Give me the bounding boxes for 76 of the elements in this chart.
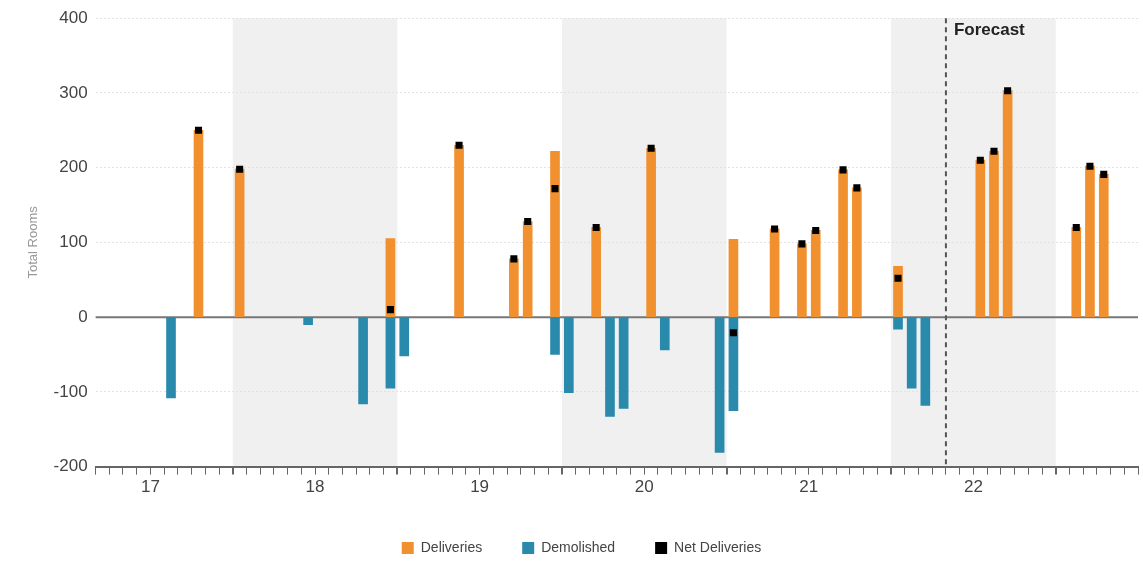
bar [385, 317, 396, 389]
bar [454, 144, 464, 317]
x-tick-label: 20 [634, 477, 654, 497]
point [839, 166, 847, 174]
point [1100, 170, 1108, 178]
point [990, 147, 998, 155]
bar [714, 317, 725, 453]
bar [399, 317, 410, 357]
bar [509, 258, 519, 317]
point [976, 156, 984, 164]
bar [618, 317, 629, 409]
point [455, 141, 463, 149]
bar [591, 227, 601, 317]
point [524, 217, 532, 226]
ref-line-label: Forecast [953, 20, 1026, 40]
point [729, 329, 737, 337]
bar [564, 317, 574, 393]
x-tick-label: 22 [963, 477, 983, 497]
point [1004, 87, 1012, 95]
y-tick-label: 300 [59, 82, 88, 102]
bar [1085, 165, 1095, 317]
bar [1098, 174, 1109, 317]
bar [906, 317, 917, 389]
y-tick-label: 0 [78, 306, 88, 326]
point [1086, 162, 1094, 170]
bar [605, 317, 615, 417]
point [647, 144, 655, 152]
bar [646, 147, 656, 317]
bar [728, 317, 739, 411]
point [798, 240, 806, 248]
bar [522, 221, 533, 317]
y-tick-label: 200 [59, 157, 88, 177]
legend-label: Demolished [541, 538, 616, 555]
bar [234, 168, 245, 317]
bar [975, 159, 986, 317]
point [510, 255, 518, 263]
bar [303, 317, 313, 325]
bar [550, 150, 560, 317]
bar [893, 317, 903, 330]
bar [166, 317, 176, 399]
legend-label: Deliveries [420, 538, 483, 555]
bar [358, 317, 368, 405]
y-axis-title: Total Rooms [25, 205, 41, 279]
point [1072, 223, 1080, 231]
bar [769, 228, 780, 317]
bar [1071, 227, 1082, 317]
bar [810, 230, 821, 317]
point [853, 184, 861, 192]
bar [659, 317, 670, 351]
point [551, 185, 559, 193]
x-tick-label: 21 [799, 477, 819, 497]
point [386, 306, 394, 314]
point [592, 223, 600, 231]
y-tick-label: 400 [59, 7, 88, 27]
y-tick-label: -100 [53, 381, 88, 401]
point [771, 225, 779, 233]
x-tick-label: 17 [140, 477, 160, 497]
bar [550, 317, 560, 355]
bar [989, 150, 999, 317]
bar [728, 239, 739, 317]
bar [852, 187, 862, 317]
point [894, 274, 902, 282]
bar [1002, 90, 1013, 317]
point [236, 165, 244, 173]
x-tick-label: 19 [470, 477, 490, 497]
bar [838, 169, 848, 317]
y-tick-label: -200 [53, 456, 88, 476]
point [812, 226, 820, 234]
bar [385, 238, 396, 317]
point [194, 126, 203, 134]
bar [193, 129, 204, 317]
bar [920, 317, 931, 406]
y-tick-label: 100 [59, 232, 88, 252]
x-tick-label: 18 [305, 477, 325, 497]
legend-label: Net Deliveries [674, 538, 762, 555]
bar [797, 243, 807, 317]
